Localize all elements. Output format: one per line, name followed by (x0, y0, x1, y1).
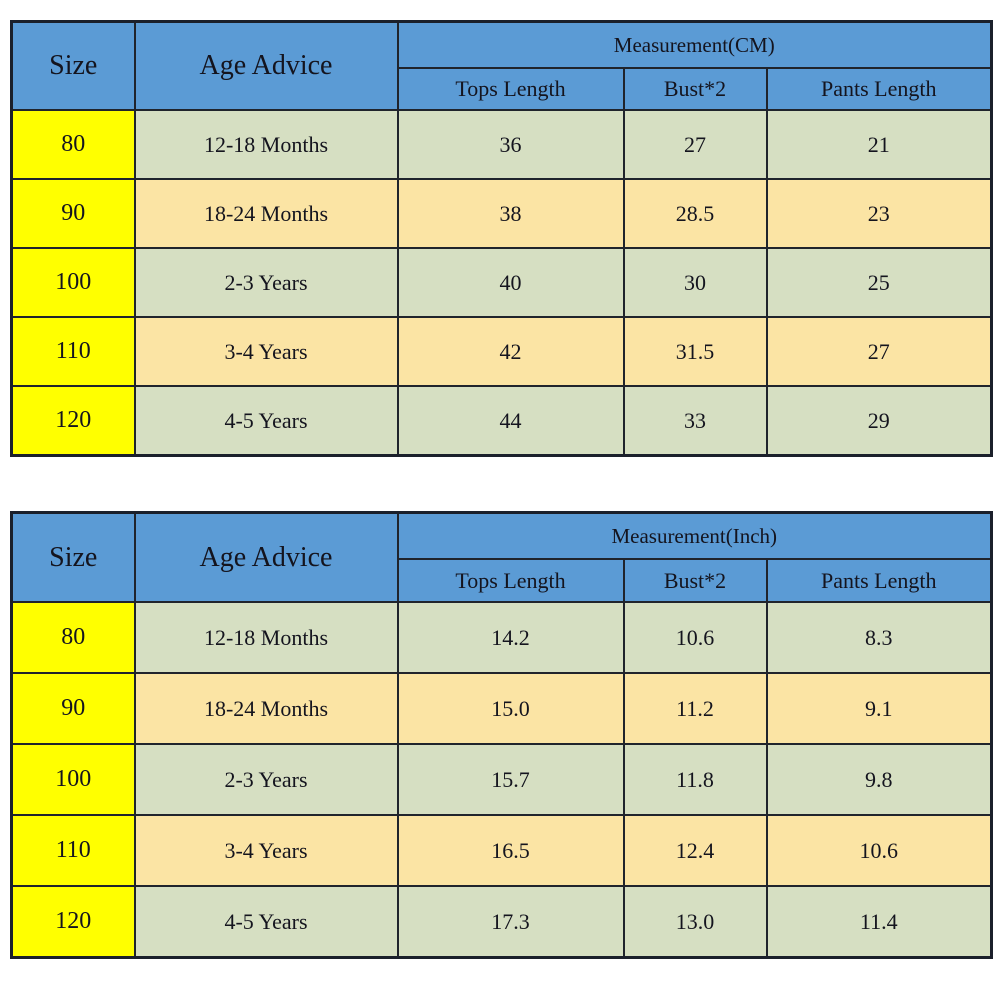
inch-bust-120: 13.0 (622, 885, 768, 959)
inch-pants-110: 10.6 (765, 814, 993, 887)
inch-size-90: 90 (10, 672, 136, 745)
cm-pants-100: 25 (765, 247, 993, 318)
inch-tops-120: 17.3 (396, 885, 625, 959)
table-row: 110 3-4 Years 42 31.5 27 (10, 316, 993, 387)
inch-size-100: 100 (10, 743, 136, 816)
table-row: 120 4-5 Years 17.3 13.0 11.4 (10, 885, 993, 959)
cm-size-120: 120 (10, 385, 136, 457)
cm-age-100: 2-3 Years (133, 247, 399, 318)
cm-size-90: 90 (10, 178, 136, 249)
cm-age-90: 18-24 Months (133, 178, 399, 249)
inch-header-tops-length: Tops Length (396, 558, 625, 603)
inch-size-110: 110 (10, 814, 136, 887)
inch-age-110: 3-4 Years (133, 814, 399, 887)
inch-header-size: Size (10, 511, 136, 603)
cm-age-120: 4-5 Years (133, 385, 399, 457)
table-row: 120 4-5 Years 44 33 29 (10, 385, 993, 457)
cm-bust-120: 33 (622, 385, 768, 457)
cm-pants-90: 23 (765, 178, 993, 249)
cm-tops-110: 42 (396, 316, 625, 387)
cm-pants-110: 27 (765, 316, 993, 387)
cm-tops-90: 38 (396, 178, 625, 249)
cm-pants-80: 21 (765, 109, 993, 180)
inch-tops-80: 14.2 (396, 601, 625, 674)
table-row: 90 18-24 Months 15.0 11.2 9.1 (10, 672, 993, 745)
cm-bust-80: 27 (622, 109, 768, 180)
table-row: 100 2-3 Years 40 30 25 (10, 247, 993, 318)
inch-pants-100: 9.8 (765, 743, 993, 816)
cm-header-pants-length: Pants Length (765, 67, 993, 111)
cm-bust-110: 31.5 (622, 316, 768, 387)
cm-header-tops-length: Tops Length (396, 67, 625, 111)
cm-header-size: Size (10, 20, 136, 111)
inch-header-age-advice: Age Advice (133, 511, 399, 603)
table-row: 90 18-24 Months 38 28.5 23 (10, 178, 993, 249)
inch-bust-110: 12.4 (622, 814, 768, 887)
inch-size-120: 120 (10, 885, 136, 959)
inch-header-measurement: Measurement(Inch) (396, 511, 993, 560)
table-row: 100 2-3 Years 15.7 11.8 9.8 (10, 743, 993, 816)
inch-age-120: 4-5 Years (133, 885, 399, 959)
cm-tops-120: 44 (396, 385, 625, 457)
inch-tops-110: 16.5 (396, 814, 625, 887)
inch-pants-90: 9.1 (765, 672, 993, 745)
cm-size-110: 110 (10, 316, 136, 387)
cm-pants-120: 29 (765, 385, 993, 457)
table-row: 80 12-18 Months 36 27 21 (10, 109, 993, 180)
inch-pants-120: 11.4 (765, 885, 993, 959)
cm-header-bust: Bust*2 (622, 67, 768, 111)
inch-header-pants-length: Pants Length (765, 558, 993, 603)
cm-bust-90: 28.5 (622, 178, 768, 249)
inch-pants-80: 8.3 (765, 601, 993, 674)
cm-age-80: 12-18 Months (133, 109, 399, 180)
cm-size-80: 80 (10, 109, 136, 180)
size-table-inch: Size Age Advice Measurement(Inch) Tops L… (10, 511, 993, 959)
table-row: 110 3-4 Years 16.5 12.4 10.6 (10, 814, 993, 887)
inch-age-80: 12-18 Months (133, 601, 399, 674)
inch-size-80: 80 (10, 601, 136, 674)
size-table-cm: Size Age Advice Measurement(CM) Tops Len… (10, 20, 994, 457)
cm-tops-100: 40 (396, 247, 625, 318)
cm-header-age-advice: Age Advice (133, 20, 399, 111)
cm-bust-100: 30 (622, 247, 768, 318)
inch-header-bust: Bust*2 (622, 558, 768, 603)
inch-age-90: 18-24 Months (133, 672, 399, 745)
inch-tops-100: 15.7 (396, 743, 625, 816)
table-row: 80 12-18 Months 14.2 10.6 8.3 (10, 601, 993, 674)
inch-age-100: 2-3 Years (133, 743, 399, 816)
inch-tops-90: 15.0 (396, 672, 625, 745)
cm-age-110: 3-4 Years (133, 316, 399, 387)
inch-bust-90: 11.2 (622, 672, 768, 745)
cm-tops-80: 36 (396, 109, 625, 180)
inch-bust-80: 10.6 (622, 601, 768, 674)
cm-header-measurement: Measurement(CM) (396, 20, 993, 69)
inch-bust-100: 11.8 (622, 743, 768, 816)
cm-size-100: 100 (10, 247, 136, 318)
